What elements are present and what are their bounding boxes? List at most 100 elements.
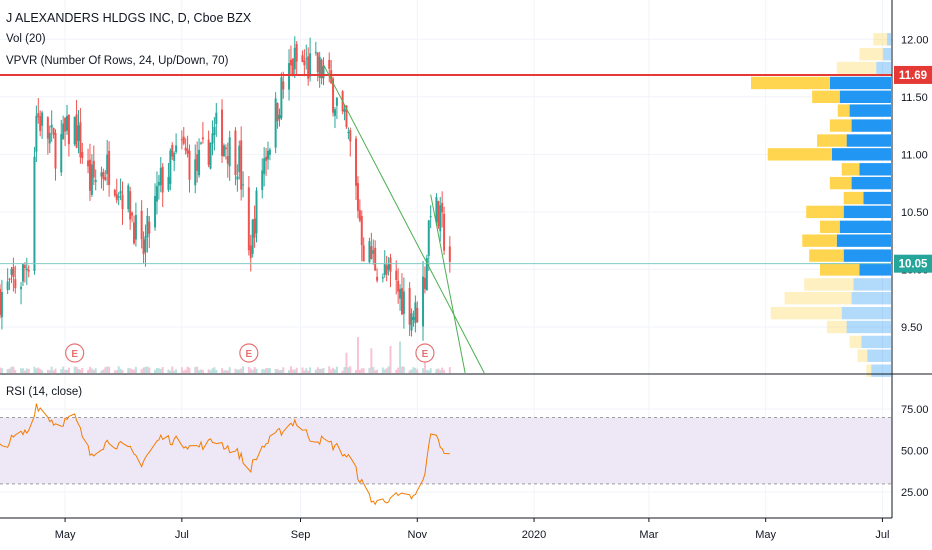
vpvr-indicator-label[interactable]: VPVR (Number Of Rows, 24, Up/Down, 70) [6, 55, 229, 67]
candle-body [10, 268, 13, 275]
volume-bar [372, 366, 375, 373]
candle-body [399, 288, 402, 299]
vpvr-down-bar [820, 263, 860, 276]
candle-body [293, 47, 296, 70]
volume-bar [33, 366, 36, 373]
rsi-line [0, 403, 450, 506]
candle-body [236, 176, 239, 180]
chart-title: J ALEXANDERS HLDGS INC, D, Cboe BZX [6, 11, 252, 25]
volume-bar [12, 366, 15, 373]
candle-body [437, 201, 440, 227]
candle-body [226, 156, 229, 164]
vpvr-up-bar [839, 90, 891, 103]
volume-bar [295, 367, 298, 373]
volume-bar [253, 366, 256, 373]
vpvr-up-bar [841, 306, 891, 320]
candle-body [247, 187, 250, 251]
vpvr-up-bar [851, 119, 891, 132]
volume-bar [94, 368, 97, 373]
price-tick-label: 11.00 [901, 149, 928, 161]
volume-bar [400, 366, 403, 373]
candle-body [356, 183, 359, 211]
volume-bar [52, 370, 55, 373]
volume-bar [226, 370, 229, 373]
candle-body [335, 97, 338, 106]
candle-body [37, 113, 40, 118]
volume-bar [224, 370, 227, 373]
candle-body [330, 70, 333, 84]
volume-bar [129, 368, 132, 373]
volume-bar [65, 369, 68, 373]
candle-body [25, 268, 28, 271]
vpvr-down-bar [820, 220, 840, 234]
time-tick-label: Mar [639, 529, 658, 541]
volume-bar [14, 370, 17, 373]
candle-body [127, 185, 130, 210]
candle-body [316, 52, 319, 73]
candle-body [355, 138, 358, 186]
rsi-band [0, 416, 892, 485]
volume-bar [161, 367, 164, 373]
candle-body [282, 81, 285, 90]
candle-body [345, 105, 348, 128]
price-candles[interactable] [0, 36, 451, 341]
candle-body [222, 145, 225, 157]
volume-bar [144, 366, 147, 373]
volume-bar [266, 368, 269, 373]
candle-body [253, 218, 256, 238]
vpvr-up-bar [851, 292, 891, 305]
vpvr-down-bar [751, 76, 830, 90]
vpvr-up-bar [883, 48, 891, 61]
volume-bar [175, 369, 178, 373]
volume-bar [228, 367, 231, 373]
vpvr-up-bar [839, 220, 891, 234]
candle-body [249, 245, 252, 259]
candle-body [435, 197, 438, 223]
candle-body [100, 172, 103, 177]
volume-bar [335, 366, 338, 373]
earnings-marker[interactable] [65, 343, 85, 363]
candle-body [64, 117, 67, 132]
candle-body [182, 136, 185, 144]
vpvr-up-bar [867, 349, 891, 362]
candle-body [400, 288, 403, 315]
volume-bar [408, 370, 411, 373]
volume-bar [88, 366, 91, 373]
volume-indicator-label[interactable]: Vol (20) [6, 33, 46, 45]
volume-bar [356, 337, 359, 373]
volume-bar [288, 370, 291, 373]
candle-body [75, 114, 78, 148]
earnings-marker[interactable] [415, 343, 435, 363]
vpvr-down-bar [866, 364, 872, 377]
candle-body [309, 53, 312, 77]
volume-bar [240, 368, 243, 373]
vpvr-up-bar [843, 249, 891, 262]
candle-body [255, 190, 258, 234]
candle-body [161, 166, 164, 193]
candle-body [199, 142, 202, 144]
volume-bar [6, 369, 9, 373]
candle-body [263, 158, 266, 174]
volume-bar [328, 366, 331, 373]
earnings-marker[interactable] [239, 343, 259, 363]
candle-body [387, 263, 390, 270]
vpvr-up-bar [871, 364, 891, 377]
volume-bar [188, 367, 191, 373]
volume-bar [305, 368, 308, 373]
volume-bar [171, 366, 174, 373]
volume-bar [221, 368, 224, 373]
candle-body [362, 245, 365, 262]
candle-body [305, 58, 308, 60]
volume-bar [236, 369, 239, 373]
candle-body [318, 56, 321, 78]
candle-body [303, 60, 306, 66]
drawn-lines[interactable] [0, 64, 892, 374]
candle-body [134, 214, 137, 240]
rsi-indicator-label[interactable]: RSI (14, close) [6, 386, 83, 398]
candle-body [65, 115, 68, 131]
vpvr-down-bar [843, 191, 864, 205]
vpvr-down-bar [873, 33, 888, 46]
volume-bar [159, 368, 162, 373]
